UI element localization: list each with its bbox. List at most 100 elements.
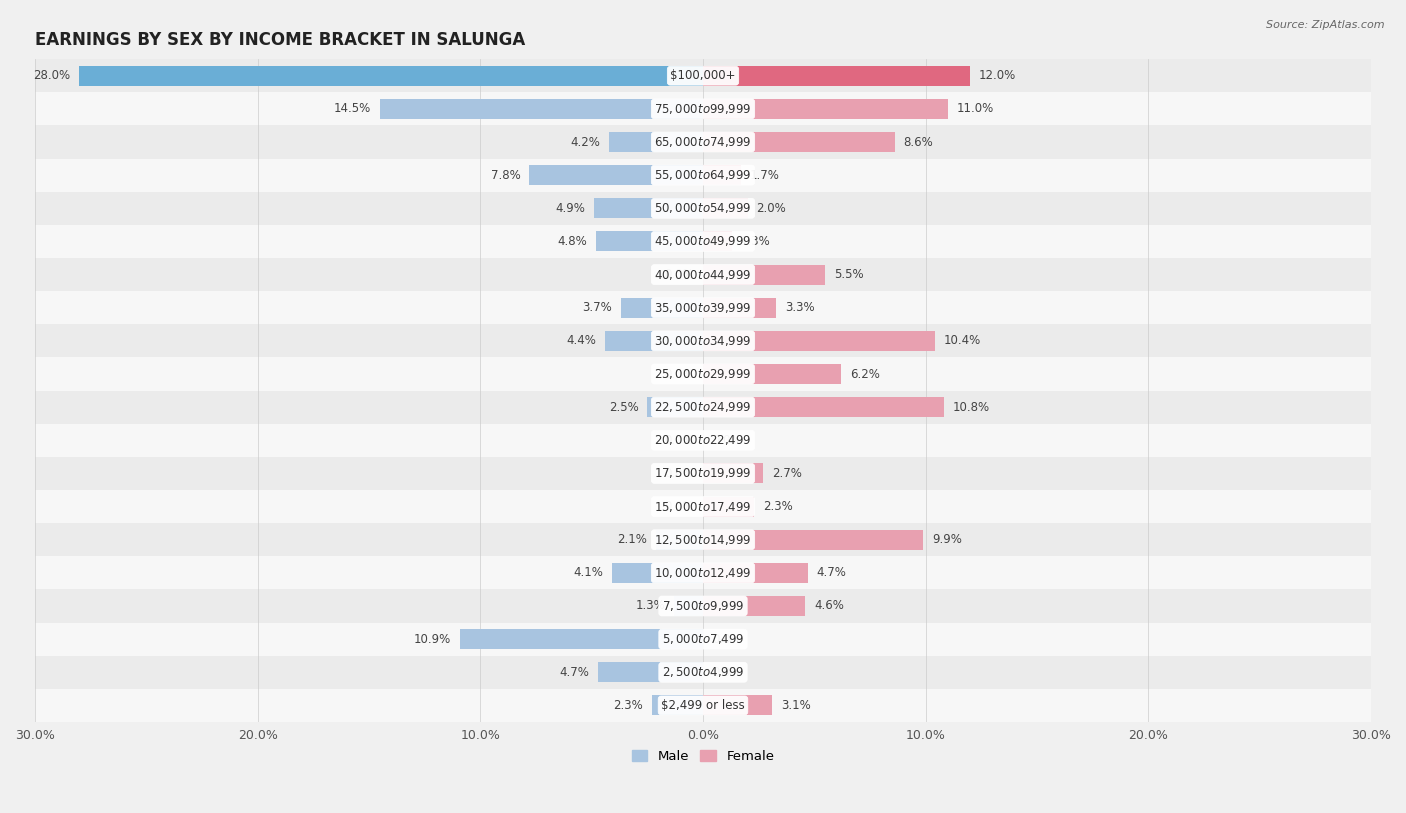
Text: 0.0%: 0.0%: [665, 268, 695, 281]
Text: $10,000 to $12,499: $10,000 to $12,499: [654, 566, 752, 580]
Bar: [703, 165, 741, 185]
Text: 7.8%: 7.8%: [491, 168, 520, 181]
Bar: [620, 298, 703, 318]
Bar: [35, 324, 1371, 358]
Bar: [652, 695, 703, 715]
Text: 4.2%: 4.2%: [571, 136, 600, 149]
Bar: [703, 331, 935, 350]
Bar: [593, 198, 703, 218]
Text: $12,500 to $14,999: $12,500 to $14,999: [654, 533, 752, 546]
Text: 12.0%: 12.0%: [979, 69, 1017, 82]
Text: 2.0%: 2.0%: [756, 202, 786, 215]
Legend: Male, Female: Male, Female: [626, 745, 780, 768]
Text: $45,000 to $49,999: $45,000 to $49,999: [654, 234, 752, 249]
Bar: [35, 589, 1371, 623]
Text: 1.7%: 1.7%: [749, 168, 780, 181]
Text: 10.9%: 10.9%: [415, 633, 451, 646]
Bar: [703, 563, 807, 583]
Bar: [609, 132, 703, 152]
Text: $55,000 to $64,999: $55,000 to $64,999: [654, 168, 752, 182]
Text: 4.8%: 4.8%: [557, 235, 588, 248]
Text: 14.5%: 14.5%: [335, 102, 371, 115]
Bar: [703, 198, 748, 218]
Bar: [35, 490, 1371, 523]
Text: 4.7%: 4.7%: [560, 666, 589, 679]
Text: EARNINGS BY SEX BY INCOME BRACKET IN SALUNGA: EARNINGS BY SEX BY INCOME BRACKET IN SAL…: [35, 31, 526, 50]
Text: 4.9%: 4.9%: [555, 202, 585, 215]
Bar: [703, 497, 754, 516]
Text: 2.3%: 2.3%: [613, 699, 643, 712]
Bar: [612, 563, 703, 583]
Text: $65,000 to $74,999: $65,000 to $74,999: [654, 135, 752, 149]
Text: 28.0%: 28.0%: [34, 69, 70, 82]
Bar: [703, 66, 970, 85]
Text: 4.6%: 4.6%: [814, 599, 844, 612]
Text: $17,500 to $19,999: $17,500 to $19,999: [654, 467, 752, 480]
Bar: [35, 424, 1371, 457]
Text: 8.6%: 8.6%: [904, 136, 934, 149]
Text: 0.0%: 0.0%: [711, 666, 741, 679]
Bar: [703, 596, 806, 616]
Bar: [703, 364, 841, 384]
Text: $40,000 to $44,999: $40,000 to $44,999: [654, 267, 752, 281]
Text: $25,000 to $29,999: $25,000 to $29,999: [654, 367, 752, 381]
Bar: [647, 398, 703, 417]
Text: $50,000 to $54,999: $50,000 to $54,999: [654, 202, 752, 215]
Text: $2,500 to $4,999: $2,500 to $4,999: [662, 665, 744, 680]
Text: 4.4%: 4.4%: [567, 334, 596, 347]
Text: 2.3%: 2.3%: [763, 500, 793, 513]
Text: 5.5%: 5.5%: [834, 268, 865, 281]
Bar: [35, 656, 1371, 689]
Bar: [703, 463, 763, 484]
Text: 9.9%: 9.9%: [932, 533, 962, 546]
Bar: [599, 663, 703, 682]
Text: $20,000 to $22,499: $20,000 to $22,499: [654, 433, 752, 447]
Text: 2.1%: 2.1%: [617, 533, 647, 546]
Text: 3.7%: 3.7%: [582, 302, 612, 314]
Bar: [460, 629, 703, 649]
Text: 2.7%: 2.7%: [772, 467, 801, 480]
Bar: [703, 398, 943, 417]
Bar: [35, 523, 1371, 556]
Bar: [703, 132, 894, 152]
Text: 2.5%: 2.5%: [609, 401, 638, 414]
Text: 0.0%: 0.0%: [665, 434, 695, 447]
Bar: [35, 93, 1371, 125]
Bar: [703, 530, 924, 550]
Bar: [596, 232, 703, 251]
Text: $5,000 to $7,499: $5,000 to $7,499: [662, 633, 744, 646]
Text: $75,000 to $99,999: $75,000 to $99,999: [654, 102, 752, 116]
Text: $30,000 to $34,999: $30,000 to $34,999: [654, 334, 752, 348]
Text: $2,499 or less: $2,499 or less: [661, 699, 745, 712]
Text: 4.1%: 4.1%: [572, 567, 603, 580]
Bar: [35, 192, 1371, 225]
Bar: [35, 125, 1371, 159]
Text: 10.4%: 10.4%: [943, 334, 981, 347]
Bar: [703, 298, 776, 318]
Text: 0.0%: 0.0%: [665, 500, 695, 513]
Text: 11.0%: 11.0%: [957, 102, 994, 115]
Text: $15,000 to $17,499: $15,000 to $17,499: [654, 499, 752, 514]
Bar: [380, 99, 703, 119]
Text: 0.0%: 0.0%: [665, 467, 695, 480]
Bar: [529, 165, 703, 185]
Bar: [703, 232, 733, 251]
Text: $100,000+: $100,000+: [671, 69, 735, 82]
Text: 0.0%: 0.0%: [711, 434, 741, 447]
Bar: [35, 159, 1371, 192]
Bar: [703, 99, 948, 119]
Text: 0.0%: 0.0%: [711, 633, 741, 646]
Bar: [35, 358, 1371, 390]
Bar: [703, 265, 825, 285]
Text: $7,500 to $9,999: $7,500 to $9,999: [662, 599, 744, 613]
Bar: [35, 258, 1371, 291]
Bar: [35, 390, 1371, 424]
Text: 1.3%: 1.3%: [636, 599, 665, 612]
Bar: [35, 225, 1371, 258]
Bar: [35, 689, 1371, 722]
Bar: [35, 291, 1371, 324]
Bar: [673, 596, 703, 616]
Text: 1.3%: 1.3%: [741, 235, 770, 248]
Bar: [35, 556, 1371, 589]
Bar: [80, 66, 703, 85]
